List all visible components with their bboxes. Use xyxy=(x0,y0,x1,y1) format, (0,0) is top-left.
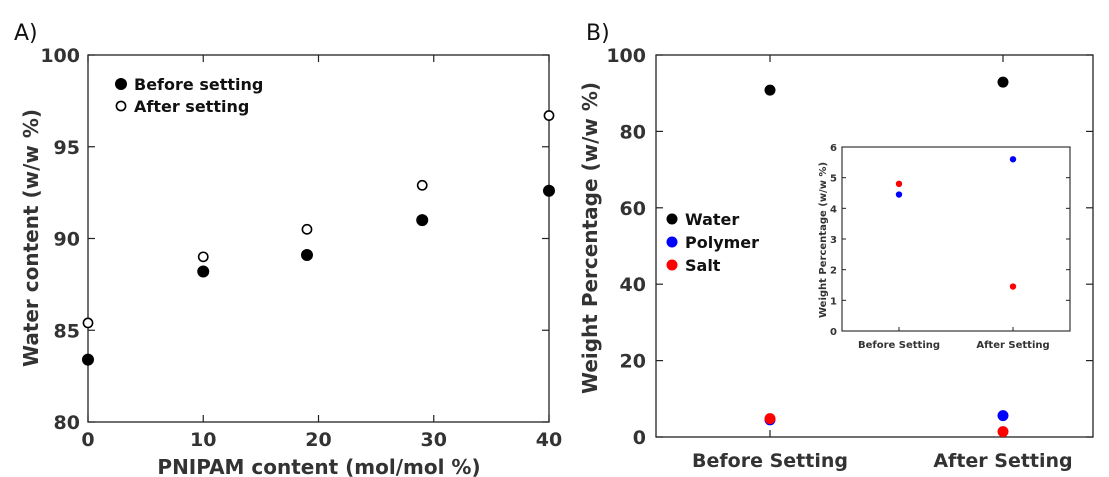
panel-b-point-salt xyxy=(997,426,1009,438)
panel-a-chart: 0 10 20 30 40 80 85 90 95 100 Before setting After … xyxy=(40,45,562,451)
inset-y-tick-label: 1 xyxy=(830,296,837,307)
panel-b-y-tick-label: 60 xyxy=(620,198,646,220)
panel-a-point-before-setting xyxy=(416,214,429,227)
panel-a-xlabel: PNIPAM content (mol/mol %) xyxy=(157,455,480,477)
panel-a-y-tick-label: 85 xyxy=(54,320,80,342)
panel-a-x-tick-label: 40 xyxy=(536,429,562,451)
panel-a-x-tick-label: 30 xyxy=(421,429,447,451)
panel-b-legend-label: Salt xyxy=(685,256,721,275)
panel-a-legend-label: Before setting xyxy=(134,75,263,94)
panel-b-point-water xyxy=(997,76,1009,88)
panel-a-point-after-setting xyxy=(543,110,555,121)
panel-b-x-tick-label: After Setting xyxy=(933,450,1072,472)
panel-b-legend-marker xyxy=(666,259,678,271)
inset-ylabel: Weight Percentage (w/w %) xyxy=(818,162,829,318)
panel-a-legend-marker xyxy=(115,100,127,112)
panel-b-y-tick-label: 20 xyxy=(620,351,646,373)
inset-x-tick-label: After Setting xyxy=(976,340,1049,351)
panel-a-point-after-setting xyxy=(301,223,313,235)
inset-y-tick-label: 6 xyxy=(830,143,837,154)
panel-a-x-tick-label: 20 xyxy=(305,429,331,451)
panel-a-point-before-setting xyxy=(300,249,313,262)
panel-b-point-salt xyxy=(764,413,776,425)
panel-a-point-before-setting xyxy=(197,265,210,278)
inset-y-tick-label: 5 xyxy=(830,174,837,185)
inset-x-tick-label: Before Setting xyxy=(858,340,940,351)
panel-a-label: A) xyxy=(14,21,38,46)
panel-b-point-polymer xyxy=(997,410,1009,422)
inset-plot-frame xyxy=(841,146,1071,332)
panel-b-legend-marker xyxy=(666,213,678,225)
panel-a-x-tick-label: 10 xyxy=(190,429,216,451)
panel-a-point-after-setting xyxy=(197,251,209,263)
panel-b-inset: 0 1 2 3 4 5 6 Before Setting After Setting xyxy=(830,143,1071,351)
inset-point-salt xyxy=(895,180,903,187)
panel-a-point-before-setting xyxy=(543,184,555,197)
panel-a-point-after-setting xyxy=(82,317,94,329)
inset-point-polymer xyxy=(1009,156,1017,163)
panel-a-legend-label: After setting xyxy=(134,97,249,116)
inset-point-salt xyxy=(1009,283,1017,290)
panel-a-point-after-setting xyxy=(416,179,428,191)
panel-b-point-water xyxy=(764,84,776,96)
inset-y-tick-label: 2 xyxy=(830,266,837,277)
inset-y-tick-label: 3 xyxy=(830,235,837,246)
panel-b-legend-label: Water xyxy=(685,210,739,229)
panel-b-legend-marker xyxy=(666,236,678,248)
panel-a-legend-marker xyxy=(115,78,127,90)
inset-point-polymer xyxy=(895,191,903,198)
panel-a-x-tick-label: 0 xyxy=(81,429,94,451)
panel-b-y-tick-label: 0 xyxy=(633,427,646,449)
panel-b-label: B) xyxy=(586,21,610,46)
panel-b-legend-label: Polymer xyxy=(685,233,759,252)
inset-y-tick-label: 4 xyxy=(830,204,837,215)
panel-b-y-tick-label: 40 xyxy=(620,274,646,296)
panel-a-y-tick-label: 80 xyxy=(54,412,80,434)
panel-a-ylabel: Water content (w/w %) xyxy=(19,109,43,367)
panel-b-y-tick-label: 100 xyxy=(606,45,646,67)
panel-a-point-before-setting xyxy=(82,353,94,366)
panel-a-y-tick-label: 95 xyxy=(54,137,80,159)
panel-b-ylabel: Weight Percentage (w/w %) xyxy=(578,82,602,394)
panel-b-x-tick-label: Before Setting xyxy=(692,450,848,472)
panel-a-y-tick-label: 100 xyxy=(40,45,80,67)
panel-b-y-tick-label: 80 xyxy=(620,121,646,143)
panel-b-plot-frame xyxy=(655,54,1094,438)
inset-y-tick-label: 0 xyxy=(830,327,837,338)
panel-a-y-tick-label: 90 xyxy=(54,229,80,251)
